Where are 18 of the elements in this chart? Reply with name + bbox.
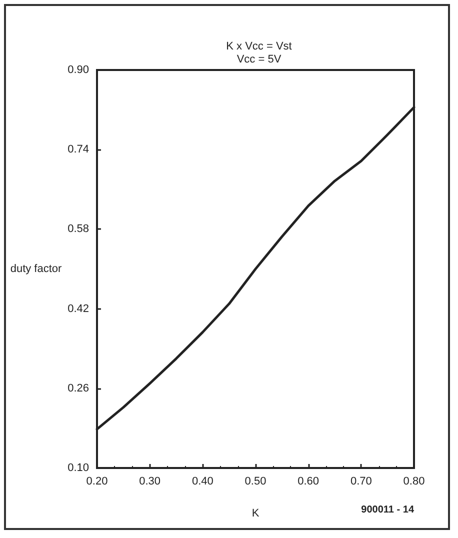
y-axis-title: duty factor bbox=[10, 263, 62, 275]
x-tick-label: 0.20 bbox=[86, 476, 108, 488]
chart-subtitle: Vcc = 5V bbox=[236, 54, 282, 66]
y-tick-label: 0.26 bbox=[68, 382, 89, 394]
x-tick-label: 0.70 bbox=[350, 476, 372, 488]
x-tick-label: 0.80 bbox=[403, 476, 425, 488]
x-tick-label: 0.40 bbox=[192, 476, 214, 488]
chart-title: K x Vcc = Vst bbox=[226, 40, 292, 52]
y-tick-label: 0.74 bbox=[68, 144, 89, 156]
x-tick-label: 0.30 bbox=[139, 476, 161, 488]
x-tick-label: 0.50 bbox=[244, 476, 266, 488]
x-axis-title: K bbox=[252, 508, 260, 520]
text: 900011 - 14 bbox=[361, 504, 414, 516]
x-tick-label: 0.60 bbox=[298, 476, 320, 488]
y-tick-label: 0.10 bbox=[68, 462, 89, 474]
y-tick-label: 0.42 bbox=[68, 302, 89, 315]
y-tick-label: 0.58 bbox=[68, 223, 89, 236]
y-tick-label: 0.90 bbox=[68, 64, 89, 76]
